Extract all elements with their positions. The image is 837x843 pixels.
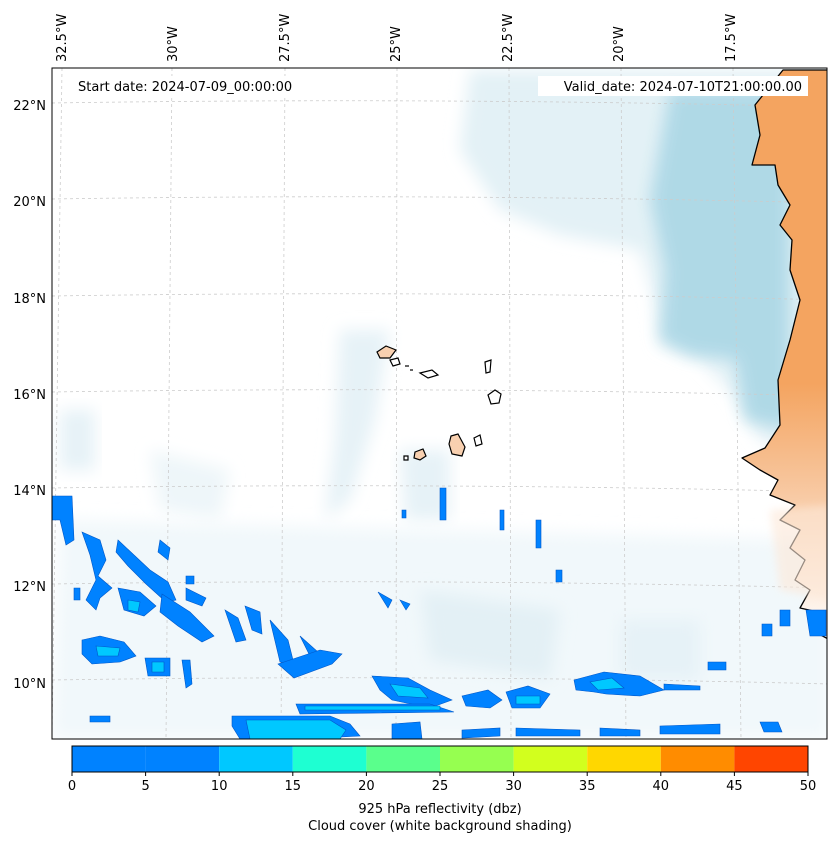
colorbar-tick-label: 30 [505,779,522,794]
colorbar-bin [734,746,808,772]
colorbar-tick-label: 5 [141,779,149,794]
lat-label: 22°N [13,99,46,114]
lon-label: 30°W [166,26,181,62]
valid-date-box [538,76,808,96]
colorbar-bin [366,746,440,772]
colorbar-bin [440,746,514,772]
colorbar-bin [145,746,220,772]
colorbar-bin [292,746,367,772]
lat-label: 14°N [13,484,46,499]
colorbar-tick-label: 20 [358,779,375,794]
lon-label: 27.5°W [278,14,293,62]
lat-label: 18°N [13,292,46,307]
colorbar-tick-label: 10 [211,779,228,794]
latitude-labels: 22°N 20°N 18°N 16°N 14°N 12°N 10°N [13,99,46,692]
colorbar-tick-label: 15 [285,779,302,794]
cape-verde-islands [376,345,502,461]
colorbar-bin [72,746,146,772]
lon-label: 17.5°W [724,14,739,62]
africa-land [741,69,827,640]
colorbar-bin [513,746,588,772]
colorbar-tick-label: 50 [800,779,817,794]
graticule [52,68,827,739]
lat-label: 12°N [13,580,46,595]
lon-label: 25°W [389,26,404,62]
colorbar-subtitle: Cloud cover (white background shading) [308,819,572,834]
colorbar-tick-label: 0 [68,779,76,794]
valid-date-label: Valid_date: 2024-07-10T21:00:00.00 [564,80,802,95]
lat-label: 16°N [13,388,46,403]
lon-label: 22.5°W [501,14,516,62]
colorbar-tick-label: 45 [726,779,743,794]
colorbar: 0 5 10 15 20 25 30 35 40 45 50 925 hPa reflectivit… [68,745,817,834]
colorbar-tick-label: 40 [653,779,670,794]
colorbar-title: 925 hPa reflectivity (dbz) [358,802,521,817]
start-date-label: Start date: 2024-07-09_00:00:00 [78,80,292,95]
lon-label: 20°W [612,26,627,62]
colorbar-bin [587,746,661,772]
map-frame [51,67,828,740]
lat-label: 10°N [13,677,46,692]
lon-label: 32.5°W [55,14,70,62]
colorbar-bin [660,746,735,772]
colorbar-bin [219,746,293,772]
lat-label: 20°N [13,195,46,210]
colorbar-tick-label: 35 [579,779,596,794]
start-date-box [72,76,317,96]
longitude-labels: 32.5°W 30°W 27.5°W 25°W 22.5°W 20°W 17.5… [55,14,739,62]
colorbar-tick-label: 25 [432,779,449,794]
reflectivity-cells [52,487,827,739]
